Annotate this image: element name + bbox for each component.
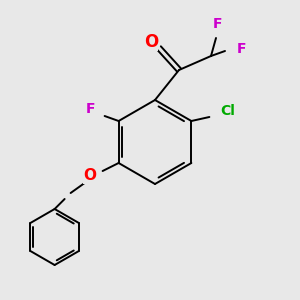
Text: F: F xyxy=(86,102,95,116)
Text: O: O xyxy=(83,169,96,184)
Text: F: F xyxy=(236,42,246,56)
Text: Cl: Cl xyxy=(220,104,235,118)
Text: F: F xyxy=(213,17,223,31)
Text: O: O xyxy=(144,33,158,51)
